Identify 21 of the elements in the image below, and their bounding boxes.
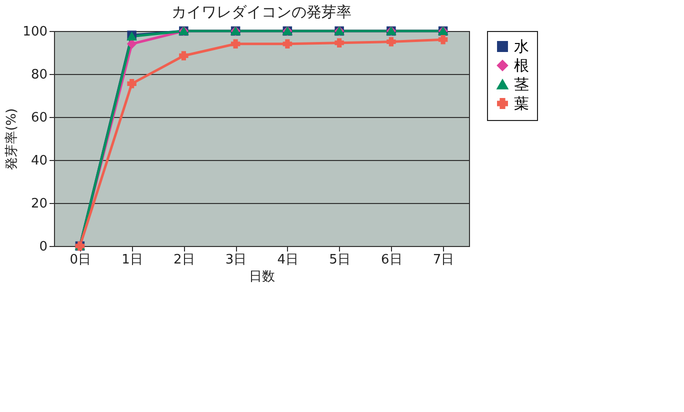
x-tick-label: 0日 — [70, 252, 92, 268]
y-tick-label: 20 — [30, 196, 48, 212]
y-tick-label: 100 — [22, 24, 48, 40]
x-tick-label: 2日 — [174, 252, 195, 268]
x-tick-label: 1日 — [122, 252, 143, 268]
y-tick-label: 0 — [39, 240, 48, 254]
y-tick-label: 40 — [30, 154, 48, 168]
x-tick-label: 3日 — [225, 252, 247, 268]
x-tick-label: 4日 — [277, 252, 299, 268]
legend-label: 水 — [514, 38, 529, 56]
chart-title: カイワレダイコンの発芽率 — [172, 3, 352, 22]
x-tick-label: 7日 — [432, 252, 454, 268]
x-axis-title: 日数 — [249, 270, 275, 284]
legend-label: 根 — [514, 56, 529, 74]
x-tick-label: 6日 — [381, 252, 402, 268]
y-tick-label: 80 — [30, 68, 48, 82]
y-tick-label: 60 — [30, 110, 48, 126]
legend-label: 茎 — [514, 76, 529, 94]
x-tick-label: 5日 — [329, 252, 350, 268]
y-axis-title: 発芽率(%) — [4, 108, 20, 170]
legend-label: 葉 — [514, 94, 529, 112]
